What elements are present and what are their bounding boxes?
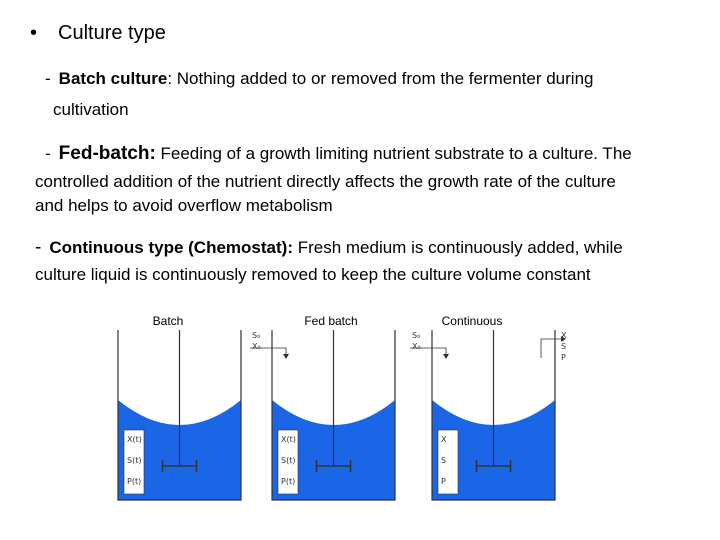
bullet-marker: • — [30, 22, 38, 44]
feed-arrow-icon — [443, 354, 449, 359]
vessel-2: Fed batch X(t) S(t) P(t) S₀ X₀ — [250, 314, 396, 501]
variable-label: P(t) — [127, 477, 141, 486]
variable-label: P(t) — [281, 477, 295, 486]
vessel-outline — [271, 330, 396, 501]
fedbatch-desc: Feeding of a growth limiting nutrient su… — [155, 144, 632, 163]
vessel-1: Batch X(t) S(t) P(t) — [117, 314, 242, 501]
variable-box — [123, 429, 145, 495]
output-label: S — [561, 342, 566, 351]
continuous-desc: Fresh medium is continuously added, whil… — [292, 238, 623, 257]
vessel-title: Fed batch — [304, 314, 357, 328]
fedbatch-line-1: - Fed-batch: Feeding of a growth limiting… — [45, 142, 632, 166]
input-label: X₀ — [412, 342, 421, 351]
variable-label: X(t) — [281, 435, 296, 444]
variable-box — [277, 429, 299, 495]
continuous-dash: - — [35, 237, 42, 258]
continuous-term: Continuous type (Chemostat): — [49, 238, 293, 257]
feed-arrow-icon — [283, 354, 289, 359]
fedbatch-line-2: controlled addition of the nutrient dire… — [35, 172, 616, 191]
feed-line — [410, 347, 447, 356]
vessel-title: Batch — [153, 314, 184, 328]
fedbatch-dash: - — [45, 144, 51, 163]
input-label: S₀ — [252, 331, 260, 340]
input-label: S₀ — [412, 331, 420, 340]
vessel-title: Continuous — [442, 314, 503, 328]
feed-line — [250, 347, 287, 356]
output-label: P — [561, 353, 566, 362]
heading: • Culture type — [30, 21, 166, 45]
variable-label: S(t) — [127, 456, 141, 465]
variable-label: S — [441, 456, 446, 465]
variable-label: S(t) — [281, 456, 295, 465]
heading-text: Culture type — [58, 22, 166, 44]
variable-box — [437, 429, 459, 495]
fedbatch-line-3: and helps to avoid overflow metabolism — [35, 196, 333, 215]
outflow-arrow-icon — [561, 336, 566, 342]
batch-desc: : Nothing added to or removed from the f… — [167, 69, 594, 88]
outflow-line — [540, 338, 565, 358]
continuous-line-2: culture liquid is continuously removed t… — [35, 265, 591, 284]
vessel-outline — [117, 330, 242, 501]
output-label: X — [561, 331, 567, 340]
batch-dash: - — [45, 69, 51, 88]
vessel-outline — [431, 330, 556, 501]
fedbatch-term: Fed-batch: — [58, 143, 156, 164]
batch-term: Batch culture — [58, 69, 168, 88]
variable-label: P — [441, 477, 446, 486]
batch-line-1: - Batch culture: Nothing added to or remo… — [45, 67, 593, 91]
continuous-line-1: - Continuous type (Chemostat): Fresh medi… — [35, 236, 623, 260]
batch-line-2: cultivation — [53, 100, 129, 119]
variable-label: X — [441, 435, 447, 444]
input-label: X₀ — [252, 342, 261, 351]
variable-label: X(t) — [127, 435, 142, 444]
